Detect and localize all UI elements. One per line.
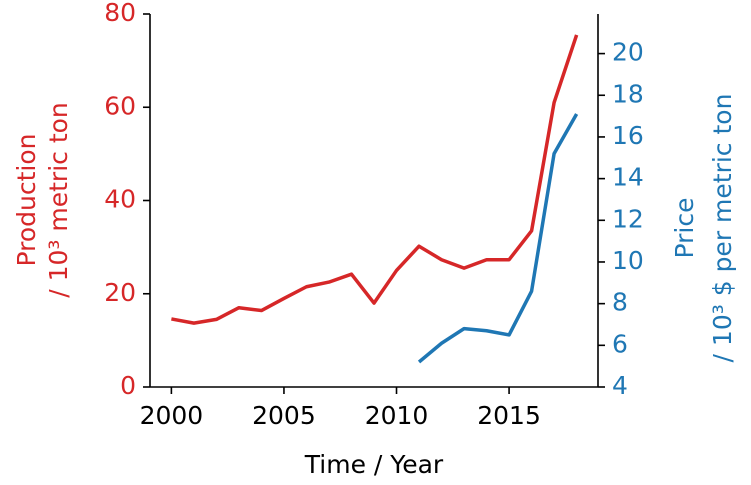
x-tick-label: 2015 [477,401,541,430]
y2-tick-label: 8 [612,288,628,317]
y2-tick-label: 18 [612,79,644,108]
y-tick-label: 0 [120,371,136,400]
y-label-group: Production / 10³ metric ton [12,102,73,298]
y-tick-label: 20 [104,278,136,307]
y2-axis-label: / 10³ $ per metric ton [708,94,737,363]
y-axis-label: Production [12,133,41,266]
y2-tick-label: 12 [612,204,644,233]
y-tick-label: 60 [104,91,136,120]
y2-tick-label: 4 [612,371,628,400]
line [171,34,579,325]
y-tick-label: 80 [104,0,136,27]
y2-tick-label: 14 [612,163,644,192]
y2-label-group: Price / 10³ $ per metric ton [670,94,737,363]
y2-axis-label: Price [670,198,699,259]
x-tick-label: 2000 [140,401,204,430]
x-tick-label: 2005 [252,401,316,430]
x-axis-label: Time / Year [304,450,444,479]
y2-tick-label: 10 [612,246,644,275]
y2-tick-label: 16 [612,121,644,150]
y-axis-label: / 10³ metric ton [44,102,73,298]
y2-tick-label: 6 [612,329,628,358]
y-tick-label: 40 [104,185,136,214]
y2-tick-label: 20 [612,38,644,67]
line [417,113,579,364]
x-tick-label: 2010 [365,401,429,430]
